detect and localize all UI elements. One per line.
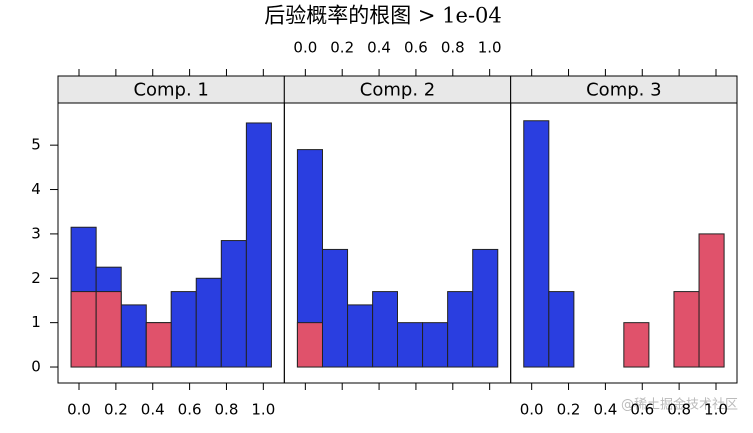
x-tick-label: 0.0 xyxy=(520,401,544,419)
bar xyxy=(70,291,97,368)
strip xyxy=(510,75,738,104)
x-tick-label: 0.6 xyxy=(630,401,654,419)
y-tick-label: 0 xyxy=(31,358,41,376)
x-tick-label: 0.4 xyxy=(141,401,165,419)
bar xyxy=(623,322,650,368)
bar xyxy=(195,277,222,368)
bar xyxy=(548,291,575,368)
x-tick-label: 1.0 xyxy=(478,39,502,57)
x-tick-label: 0.4 xyxy=(367,39,391,57)
bar xyxy=(673,291,700,368)
bar xyxy=(397,322,424,368)
x-tick-label: 0.2 xyxy=(330,39,354,57)
x-tick-label: 0.8 xyxy=(441,39,465,57)
bar xyxy=(447,291,474,368)
y-tick-label: 2 xyxy=(31,269,41,287)
panel-frame xyxy=(510,102,738,384)
y-tick-label: 3 xyxy=(31,224,41,242)
bar xyxy=(245,122,272,368)
x-tick-label: 0.6 xyxy=(178,401,202,419)
x-tick-label: 0.2 xyxy=(104,401,128,419)
chart-title: 后验概率的根图 > 1e-04 xyxy=(264,4,502,28)
y-tick-label: 4 xyxy=(31,180,41,198)
bar xyxy=(95,291,122,368)
bar xyxy=(372,291,398,368)
strip-label: Comp. 3 xyxy=(586,80,661,101)
bar xyxy=(523,120,550,368)
x-tick-label: 0.6 xyxy=(404,39,428,57)
y-tick-label: 1 xyxy=(31,313,41,331)
x-tick-label: 0.0 xyxy=(67,401,91,419)
x-tick-label: 0.4 xyxy=(593,401,617,419)
bar xyxy=(296,322,323,368)
x-tick-label: 0.0 xyxy=(293,39,317,57)
bar xyxy=(321,248,349,368)
y-tick-label: 5 xyxy=(31,136,41,154)
bar xyxy=(472,248,499,368)
x-tick-label: 1.0 xyxy=(704,401,728,419)
watermark: @稀土掘金技术社区 xyxy=(621,397,738,413)
bar xyxy=(120,304,147,368)
bar xyxy=(145,322,172,368)
bar xyxy=(698,233,725,368)
x-tick-label: 1.0 xyxy=(251,401,275,419)
x-tick-label: 0.8 xyxy=(215,401,239,419)
strip-label: Comp. 1 xyxy=(133,80,208,101)
bar xyxy=(422,322,449,368)
x-tick-label: 0.8 xyxy=(667,401,691,419)
strip-label: Comp. 2 xyxy=(360,80,435,101)
bar xyxy=(347,304,374,368)
bar xyxy=(220,240,247,368)
bar xyxy=(170,291,197,368)
x-tick-label: 0.2 xyxy=(557,401,581,419)
